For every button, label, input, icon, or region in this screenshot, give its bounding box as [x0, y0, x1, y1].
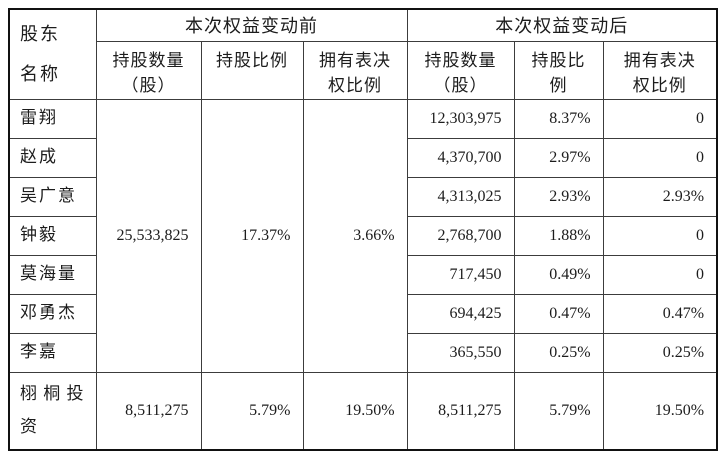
after-shares-cell: 365,550	[406, 332, 515, 373]
table-row: 钟毅 2,768,700 1.88% 0	[8, 215, 718, 256]
shareholder-name-cell: 赵成	[8, 137, 97, 178]
after-voting-cell: 0.25%	[602, 332, 718, 373]
after-ratio-cell: 0.49%	[513, 254, 604, 295]
shareholder-name-header: 股东 名称	[8, 8, 97, 100]
after-voting-cell: 0.47%	[602, 293, 718, 334]
after-ratio-cell: 2.93%	[513, 176, 604, 217]
shareholder-name-cell: 吴广意	[8, 176, 97, 217]
shareholder-name-cell: 钟毅	[8, 215, 97, 256]
header-sub-row: 持股数量 （股） 持股比例 拥有表决 权比例 持股数量 （股） 持股比 例 拥有…	[9, 40, 718, 100]
before-merged-shares-cell: 25,533,825	[95, 98, 202, 373]
after-ratio-cell: 0.47%	[513, 293, 604, 334]
after-shares-cell: 4,313,025	[406, 176, 515, 217]
table-row: 赵成 4,370,700 2.97% 0	[8, 137, 718, 178]
table-row: 雷翔 25,533,825 17.37% 3.66% 12,303,975 8.…	[8, 98, 718, 373]
after-voting-cell: 0	[602, 215, 718, 256]
before-voting-cell: 19.50%	[302, 371, 408, 451]
shareholder-name-cell: 莫海量	[8, 254, 97, 295]
table-row: 李嘉 365,550 0.25% 0.25%	[8, 332, 718, 373]
after-voting-cell: 19.50%	[602, 371, 718, 451]
after-voting-cell: 2.93%	[602, 176, 718, 217]
after-voting-cell: 0	[602, 98, 718, 139]
after-ratio-cell: 0.25%	[513, 332, 604, 373]
after-shares-cell: 12,303,975	[406, 98, 515, 139]
after-shares-cell: 694,425	[406, 293, 515, 334]
table-row: 邓勇杰 694,425 0.47% 0.47%	[8, 293, 718, 334]
shareholder-name-cell: 雷翔	[8, 98, 97, 139]
after-ratio-cell: 1.88%	[513, 215, 604, 256]
after-shares-header: 持股数量 （股）	[406, 40, 515, 100]
shareholder-name-cell: 李嘉	[8, 332, 97, 373]
after-ratio-cell: 2.97%	[513, 137, 604, 178]
before-ratio-cell: 5.79%	[200, 371, 304, 451]
table-row: 吴广意 4,313,025 2.93% 2.93%	[8, 176, 718, 217]
after-shares-cell: 8,511,275	[406, 371, 515, 451]
after-voting-cell: 0	[602, 254, 718, 295]
after-ratio-header: 持股比 例	[513, 40, 604, 100]
before-ratio-header: 持股比例	[200, 40, 304, 100]
after-shares-cell: 2,768,700	[406, 215, 515, 256]
table-row: 栩桐投资 8,511,275 5.79% 19.50% 8,511,275 5.…	[8, 371, 718, 451]
after-ratio-cell: 8.37%	[513, 98, 604, 139]
before-voting-ratio-header: 拥有表决 权比例	[302, 40, 408, 100]
table-row: 莫海量 717,450 0.49% 0	[8, 254, 718, 295]
before-merged-voting-cell: 3.66%	[302, 98, 408, 373]
equity-change-table: 股东 名称 本次权益变动前 本次权益变动后 持股数量 （股） 持股比例 拥有表决…	[8, 8, 719, 451]
header-group-row: 股东 名称 本次权益变动前 本次权益变动后	[8, 8, 718, 100]
after-shares-cell: 4,370,700	[406, 137, 515, 178]
before-shares-header: 持股数量 （股）	[95, 40, 202, 100]
before-merged-ratio-cell: 17.37%	[200, 98, 304, 373]
after-ratio-cell: 5.79%	[513, 371, 604, 451]
after-voting-cell: 0	[602, 137, 718, 178]
before-change-group-header: 本次权益变动前	[95, 8, 408, 42]
after-change-group-header: 本次权益变动后	[406, 8, 718, 42]
after-voting-ratio-header: 拥有表决 权比例	[602, 40, 718, 100]
after-shares-cell: 717,450	[406, 254, 515, 295]
shareholder-name-cell: 邓勇杰	[8, 293, 97, 334]
before-shares-cell: 8,511,275	[95, 371, 202, 451]
shareholder-name-cell: 栩桐投资	[8, 371, 97, 451]
